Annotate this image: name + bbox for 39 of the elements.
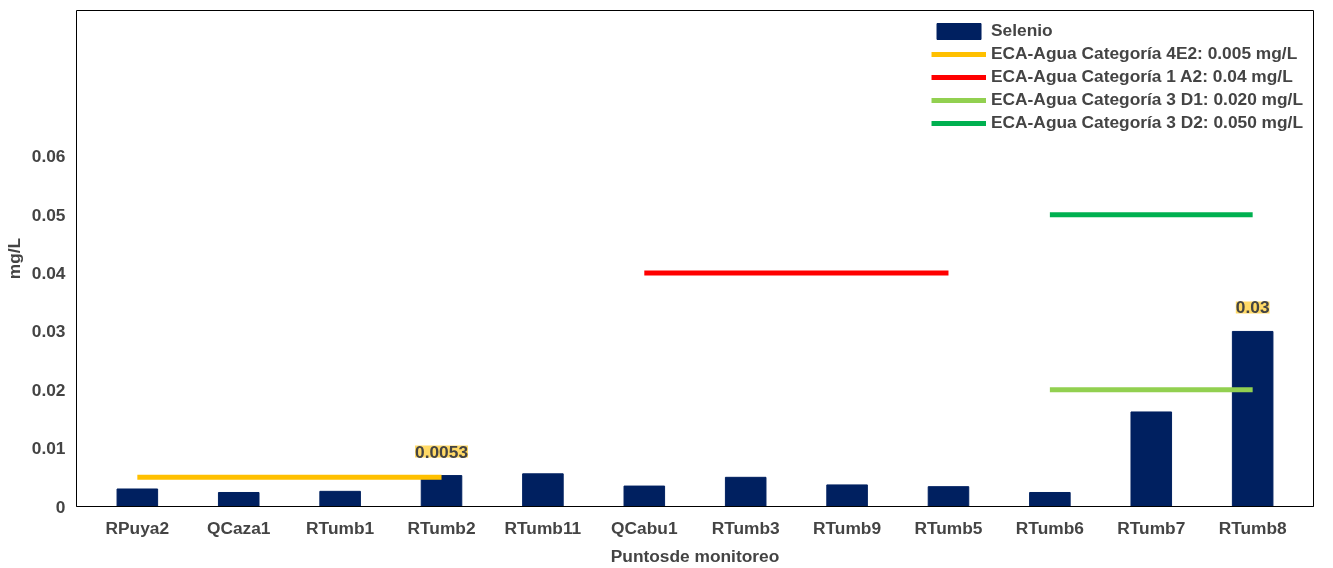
- y-axis-title: mg/L: [3, 237, 24, 280]
- data-label: 0.0053: [415, 441, 469, 462]
- data-label: 0.03: [1235, 297, 1270, 318]
- y-tick-label: 0.06: [31, 146, 66, 167]
- y-tick-label: 0.05: [31, 204, 66, 225]
- x-tick-label: RTumb3: [711, 517, 781, 538]
- bar: [623, 485, 666, 507]
- bar: [522, 473, 564, 507]
- x-tick-label: RTumb8: [1218, 517, 1288, 538]
- x-tick-label: RTumb9: [813, 517, 882, 538]
- x-tick-label: RTumb11: [504, 517, 582, 538]
- legend-label: ECA-Agua Categoría 1 A2: 0.04 mg/L: [991, 66, 1293, 87]
- x-tick-label: RTumb1: [306, 517, 375, 538]
- bar: [1130, 411, 1173, 507]
- bar: [826, 484, 868, 507]
- bar: [217, 492, 260, 507]
- bar: [927, 486, 970, 507]
- bar: [1029, 492, 1071, 507]
- x-tick-label: RTumb5: [914, 517, 983, 538]
- x-tick-label: QCaza1: [206, 517, 271, 538]
- y-tick-label: 0: [55, 496, 66, 517]
- x-tick-label: RTumb2: [407, 517, 476, 538]
- bar: [724, 476, 767, 507]
- bar: [116, 488, 159, 507]
- legend-label: Selenio: [991, 20, 1053, 41]
- x-tick-label: RTumb6: [1015, 517, 1085, 538]
- y-tick-label: 0.01: [31, 438, 66, 459]
- y-tick-label: 0.04: [31, 263, 66, 284]
- x-tick-label: RTumb7: [1117, 517, 1186, 538]
- legend-label: ECA-Agua Categoría 4E2: 0.005 mg/L: [991, 43, 1298, 64]
- y-tick-label: 0.03: [31, 321, 66, 342]
- bar: [319, 490, 361, 507]
- x-axis-title: Puntosde monitoreo: [610, 545, 780, 566]
- x-tick-label: RPuya2: [105, 517, 170, 538]
- y-tick-label: 0.02: [31, 379, 66, 400]
- legend-label: ECA-Agua Categoría 3 D2: 0.050 mg/L: [991, 112, 1303, 133]
- legend-label: ECA-Agua Categoría 3 D1: 0.020 mg/L: [991, 89, 1303, 110]
- bar: [1231, 330, 1274, 507]
- x-tick-label: QCabu1: [611, 517, 678, 538]
